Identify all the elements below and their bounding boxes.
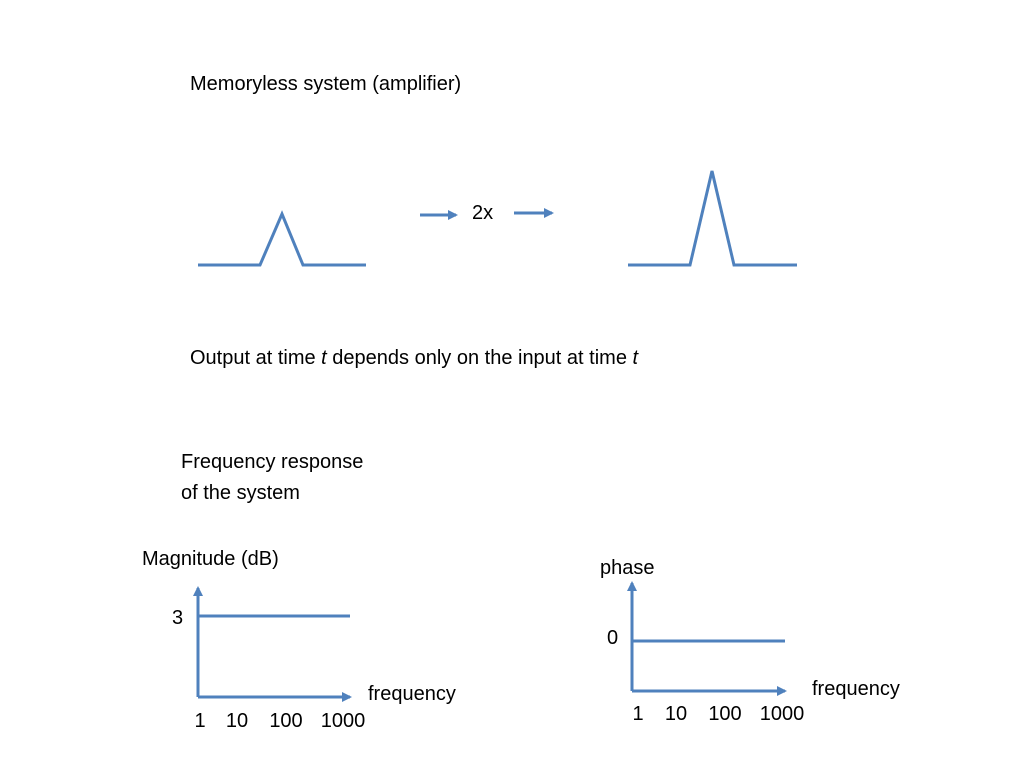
x-tick-label: 100 [708, 703, 741, 725]
x-tick-label: 1 [194, 710, 205, 732]
output-pulse [628, 170, 797, 267]
statement-part: t [321, 347, 328, 369]
x-tick-label: 10 [665, 703, 687, 725]
x-tick-label: 1 [632, 703, 643, 725]
heading-line: Frequency response [181, 451, 363, 473]
gain-label: 2x [472, 202, 493, 224]
statement: Output at time t depends only on the inp… [190, 347, 640, 369]
x-axis-label: frequency [368, 683, 456, 705]
x-tick-label: 100 [269, 710, 302, 732]
input-pulse [198, 210, 366, 267]
axis-label: phase [600, 557, 655, 579]
x-tick-label: 1000 [321, 710, 366, 732]
level-label: 0 [607, 627, 618, 649]
statement-part: t [633, 347, 640, 369]
slide-title: Memoryless system (amplifier) [190, 73, 461, 95]
statement-part: depends only on the input at time [327, 347, 633, 369]
x-tick-label: 1000 [760, 703, 805, 725]
x-tick-label: 10 [226, 710, 248, 732]
axis-label: Magnitude (dB) [142, 548, 279, 570]
statement-part: Output at time [190, 347, 321, 369]
x-axis-label: frequency [812, 678, 900, 700]
level-label: 3 [172, 607, 183, 629]
heading-line: of the system [181, 482, 300, 504]
